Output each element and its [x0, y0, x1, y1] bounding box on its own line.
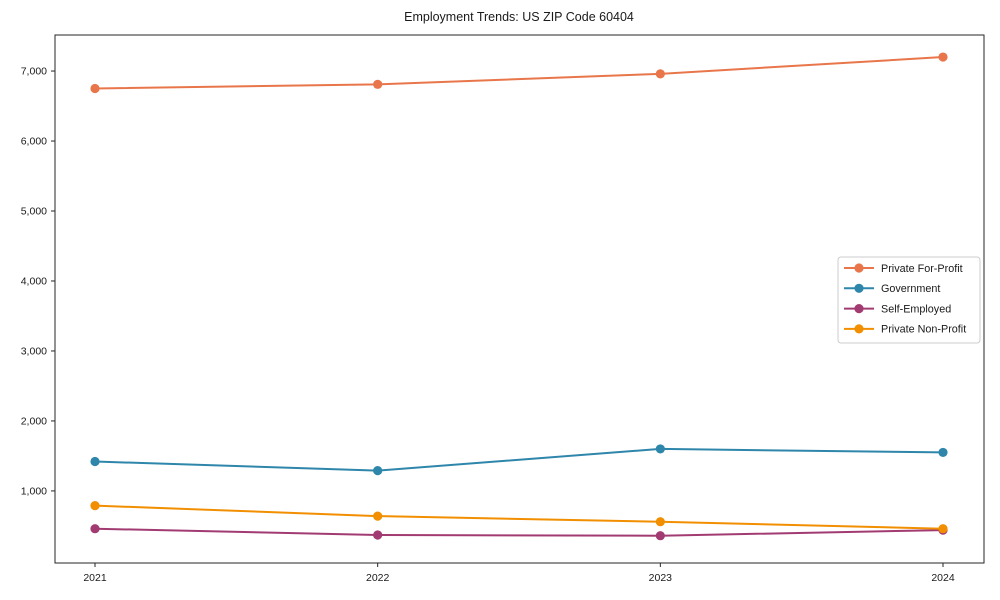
y-tick-label: 4,000	[21, 276, 47, 288]
legend-marker-self-employed	[854, 304, 864, 314]
data-point-private-non-profit	[373, 511, 383, 521]
data-point-private-for-profit	[90, 83, 100, 94]
data-point-private-for-profit	[655, 69, 665, 79]
series-line-self-employed	[94, 527, 944, 537]
x-tick-label: 2024	[931, 572, 955, 584]
data-point-private-non-profit	[938, 524, 948, 534]
data-point-private-non-profit	[655, 517, 665, 527]
x-tick-label: 2022	[366, 572, 390, 584]
legend-label-private-for-profit: Private For-Profit	[881, 263, 963, 275]
y-tick-label: 7,000	[21, 66, 47, 78]
series-line-private-for-profit	[94, 56, 944, 90]
x-tick-label: 2021	[83, 572, 107, 584]
legend-marker-private-non-profit	[854, 324, 864, 334]
chart-title: Employment Trends: US ZIP Code 60404	[404, 10, 634, 24]
data-point-self-employed	[90, 524, 100, 534]
series-line-private-non-profit	[94, 504, 944, 530]
data-point-government	[655, 444, 665, 454]
legend-marker-government	[854, 283, 864, 293]
plot-frame	[54, 34, 985, 564]
x-tick-label: 2023	[649, 572, 673, 584]
data-point-government	[90, 456, 100, 467]
data-point-private-non-profit	[90, 501, 100, 511]
y-tick-label: 3,000	[21, 346, 47, 358]
legend-label-government: Government	[881, 283, 940, 295]
data-point-government	[938, 447, 948, 458]
series-line-government	[94, 447, 944, 472]
legend-marker-private-for-profit	[854, 263, 864, 273]
data-point-self-employed	[655, 531, 665, 541]
y-tick-label: 5,000	[21, 206, 47, 218]
y-tick-label: 1,000	[21, 486, 47, 498]
legend-label-private-non-profit: Private Non-Profit	[881, 324, 966, 336]
legend-box	[837, 256, 981, 344]
y-tick-label: 2,000	[21, 416, 47, 428]
data-point-self-employed	[373, 530, 383, 540]
data-point-private-for-profit	[938, 52, 948, 62]
data-point-private-for-profit	[373, 79, 383, 89]
legend-label-self-employed: Self-Employed	[881, 303, 951, 315]
y-tick-label: 6,000	[21, 136, 47, 148]
data-point-government	[373, 466, 383, 476]
